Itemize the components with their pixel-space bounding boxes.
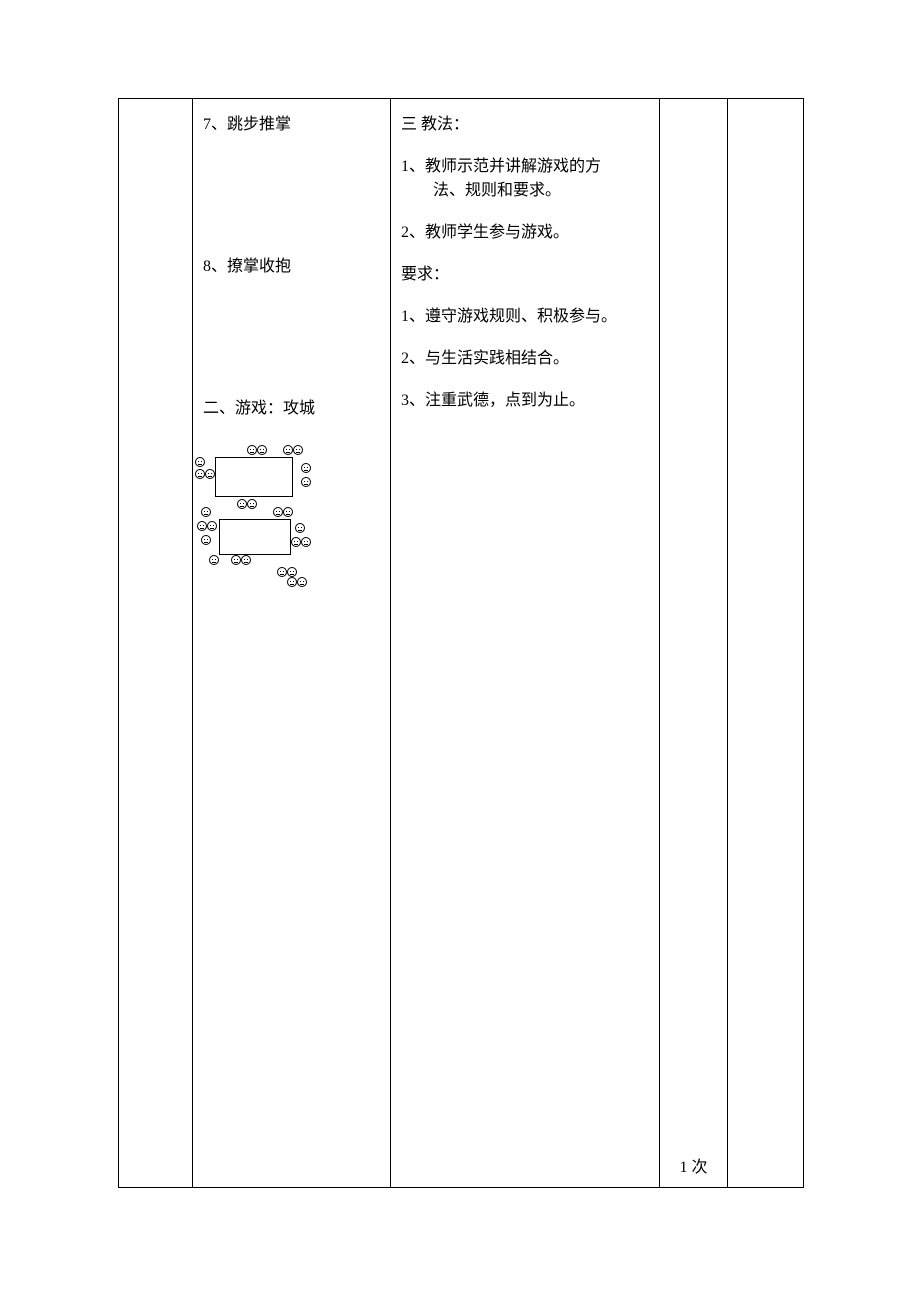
col-4: 1 次	[660, 99, 728, 1187]
student-icon	[231, 555, 251, 565]
student-icon	[291, 537, 311, 547]
requirements-title: 要求：	[401, 263, 649, 287]
diagram-rect-1	[215, 457, 293, 497]
section3-title: 三 教法：	[401, 113, 649, 137]
student-icon	[301, 463, 311, 473]
lesson-table: 7、跳步推掌 8、撩掌收抱 二、游戏：攻城	[118, 98, 804, 1188]
col-1	[119, 99, 193, 1187]
method-1-line2: 法、规则和要求。	[433, 179, 649, 203]
student-icon	[195, 469, 215, 479]
student-icon	[273, 507, 293, 517]
student-icon	[301, 477, 311, 487]
student-icon	[247, 445, 267, 455]
diagram-rect-2	[219, 519, 291, 555]
col-2-content: 7、跳步推掌 8、撩掌收抱 二、游戏：攻城	[193, 99, 391, 1187]
col-3-methods: 三 教法： 1、教师示范并讲解游戏的方 法、规则和要求。 2、教师学生参与游戏。…	[391, 99, 660, 1187]
requirement-2: 2、与生活实践相结合。	[401, 347, 649, 371]
method-1-line1: 1、教师示范并讲解游戏的方	[401, 155, 649, 179]
student-icon	[195, 457, 205, 467]
game-diagram	[197, 451, 380, 579]
student-icon	[295, 523, 305, 533]
method-2: 2、教师学生参与游戏。	[401, 221, 649, 245]
student-icon	[283, 445, 303, 455]
student-icon	[201, 507, 211, 517]
col-5	[728, 99, 804, 1187]
col4-bottom-value: 1 次	[660, 1153, 727, 1177]
student-icon	[277, 567, 297, 577]
requirement-1: 1、遵守游戏规则、积极参与。	[401, 305, 649, 329]
item-8: 8、撩掌收抱	[203, 255, 380, 279]
requirement-3: 3、注重武德，点到为止。	[401, 389, 649, 413]
student-icon	[287, 577, 307, 587]
student-icon	[209, 555, 219, 565]
section2-title: 二、游戏：攻城	[203, 397, 380, 421]
student-icon	[201, 535, 211, 545]
item-7: 7、跳步推掌	[203, 113, 380, 137]
student-icon	[197, 521, 217, 531]
